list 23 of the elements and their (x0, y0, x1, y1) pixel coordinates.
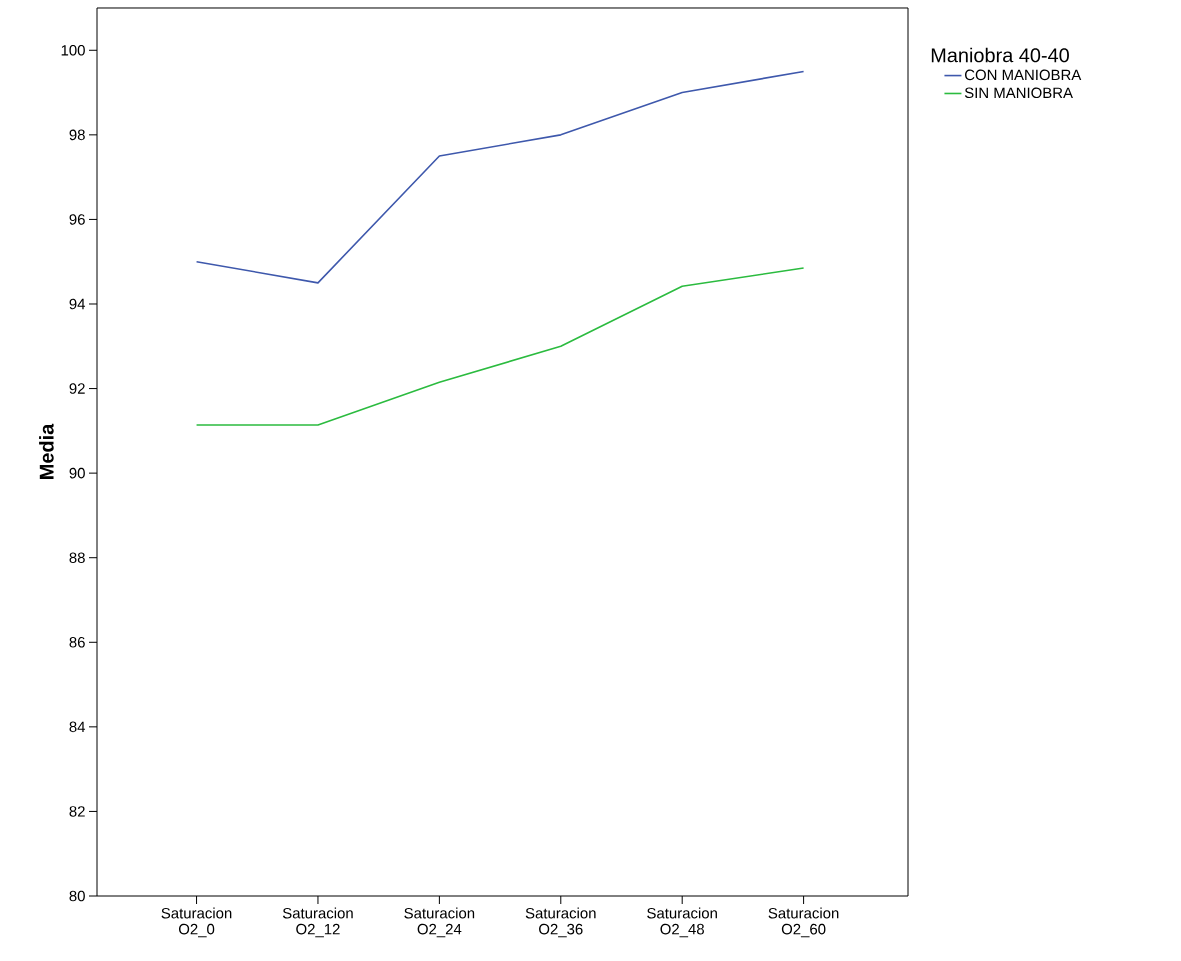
y-tick-label: 100 (61, 44, 85, 56)
line-series (195, 267, 805, 426)
y-tick-label: 94 (69, 298, 86, 310)
legend-title: Maniobra 40-40 (931, 47, 1069, 63)
y-tick-label: 86 (69, 636, 85, 648)
x-tick-label: Saturacion O2_48 (647, 907, 717, 938)
legend-label: SIN MANIOBRA (964, 87, 1073, 99)
x-tick-label: Saturacion O2_60 (768, 907, 839, 938)
legend-label: CON MANIOBRA (965, 69, 1082, 81)
y-tick-label: 80 (69, 890, 85, 902)
x-tick-label: Saturacion O2_24 (404, 907, 475, 938)
y-tick-label: 84 (69, 721, 86, 733)
y-axis-title: Media (39, 423, 54, 479)
x-tick-label: Saturacion O2_12 (282, 907, 353, 938)
x-tick-label: Saturacion O2_0 (161, 907, 232, 938)
y-tick-label: 82 (69, 806, 85, 817)
line-series (195, 70, 805, 284)
y-tick-label: 88 (69, 552, 85, 563)
y-tick-label: 96 (69, 214, 85, 225)
x-tick-label: Saturacion O2_36 (525, 907, 596, 938)
y-tick-label: 92 (69, 383, 85, 394)
y-tick-label: 98 (69, 129, 85, 141)
y-tick-label: 90 (69, 467, 85, 479)
